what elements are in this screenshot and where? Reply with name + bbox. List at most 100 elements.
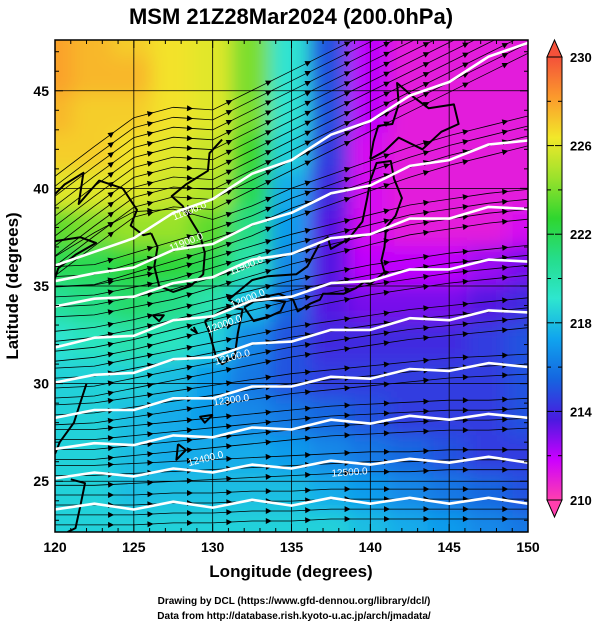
streamline-arrow <box>186 165 193 172</box>
streamline-arrow <box>343 81 351 87</box>
colorbar: 210 214 218 222 226 230 <box>546 38 592 519</box>
streamline-arrow <box>462 194 469 201</box>
streamline-arrow <box>107 201 115 208</box>
x-tick-label: 135 <box>280 539 304 555</box>
heatmap-cell <box>55 40 77 61</box>
streamline-arrow <box>265 439 272 446</box>
streamline-arrow <box>265 283 272 290</box>
streamline-arrow <box>186 427 193 434</box>
streamline-arrow <box>343 111 351 117</box>
streamline-arrow <box>225 323 233 330</box>
streamline-arrow <box>305 487 312 494</box>
streamline-arrow <box>305 507 312 514</box>
heatmap-cell <box>230 473 274 516</box>
streamline-arrow <box>383 289 390 296</box>
streamline-arrow <box>502 327 509 334</box>
streamline-arrow <box>265 518 272 524</box>
streamline-arrow <box>146 333 154 339</box>
y-tick-label: 35 <box>33 278 49 294</box>
streamline-arrow <box>304 415 312 422</box>
streamline-arrow <box>107 445 115 452</box>
streamline-arrow <box>422 92 430 98</box>
credit-data: Data from http://database.rish.kyoto-u.a… <box>157 611 431 622</box>
streamline-arrow <box>383 330 390 337</box>
streamline-arrow <box>423 428 430 435</box>
chart-title: MSM 21Z28Mar2024 (200.0hPa) <box>129 4 453 29</box>
streamline-arrow <box>146 210 154 217</box>
streamline-arrow <box>108 511 115 518</box>
streamline-arrow <box>304 274 312 281</box>
streamline-arrow <box>502 208 509 215</box>
y-tick-label: 40 <box>33 180 49 196</box>
streamline-arrow <box>462 258 469 265</box>
streamline-arrow <box>462 248 469 255</box>
streamline-arrow <box>383 81 390 88</box>
streamline-arrow <box>502 274 509 281</box>
streamline-arrow <box>107 289 115 296</box>
streamline-arrow <box>502 466 509 473</box>
streamline-arrow <box>462 407 469 414</box>
streamline-arrow <box>502 406 509 413</box>
streamline-arrow <box>422 62 430 68</box>
streamline-arrow <box>186 344 193 351</box>
streamline-arrow <box>265 140 272 146</box>
streamline-arrow <box>502 506 509 513</box>
streamline-arrow <box>304 237 312 244</box>
height-contour <box>55 309 528 384</box>
streamline-arrow <box>344 506 351 513</box>
streamline-arrow <box>344 516 351 522</box>
streamline-arrow <box>344 286 351 293</box>
streamline-arrow <box>107 181 115 188</box>
streamline-arrow <box>304 180 312 187</box>
streamline-arrow <box>383 208 390 215</box>
heatmap-cell <box>151 511 195 532</box>
streamline-arrow <box>147 459 154 466</box>
streamline-arrow <box>423 325 430 332</box>
streamline-arrow <box>305 471 312 478</box>
heatmap-cell <box>55 56 77 99</box>
streamline-arrow <box>462 486 469 493</box>
streamline-arrow <box>502 297 509 304</box>
streamline-arrow <box>265 409 272 416</box>
streamline-arrow <box>502 426 509 433</box>
streamline-arrow <box>107 351 115 358</box>
streamline-arrow <box>501 53 509 59</box>
streamline-arrow <box>186 282 193 289</box>
streamline-arrow <box>343 91 351 97</box>
streamline-arrow <box>422 150 430 156</box>
streamline-arrow <box>423 335 430 341</box>
streamline-arrow <box>502 218 509 225</box>
height-contour <box>55 361 528 420</box>
streamline-arrow <box>304 257 312 264</box>
streamline-arrow <box>107 341 115 348</box>
streamline-arrow <box>462 374 469 381</box>
contour-label: 12500.0 <box>331 466 368 480</box>
streamline-arrow <box>265 453 272 460</box>
streamline-arrow <box>146 141 154 147</box>
streamline-arrow <box>383 61 390 68</box>
streamline-arrow <box>225 119 233 126</box>
streamline-arrow <box>383 71 390 78</box>
streamline-arrow <box>265 303 272 310</box>
streamline-arrow <box>107 231 115 238</box>
streamline-arrow <box>146 180 154 187</box>
streamline-arrow <box>147 451 154 458</box>
streamline-arrow <box>225 337 233 343</box>
streamline-arrow <box>186 406 193 413</box>
streamline-arrow <box>265 80 272 86</box>
streamline-arrow <box>422 82 430 88</box>
streamline-arrow <box>186 105 193 112</box>
streamline-arrow <box>304 90 312 97</box>
streamline-arrow <box>265 238 272 245</box>
streamline-arrow <box>265 120 272 126</box>
heatmap-cell <box>55 321 77 364</box>
streamline-arrow <box>146 131 154 137</box>
heatmap-cell <box>506 208 528 251</box>
streamline-arrow <box>383 340 390 347</box>
streamline-arrow <box>265 206 272 213</box>
streamline-arrow <box>225 221 233 228</box>
coastline <box>150 138 223 293</box>
streamline-arrow <box>462 10 470 18</box>
streamline-arrow <box>107 309 115 316</box>
streamline-arrow <box>422 170 430 176</box>
